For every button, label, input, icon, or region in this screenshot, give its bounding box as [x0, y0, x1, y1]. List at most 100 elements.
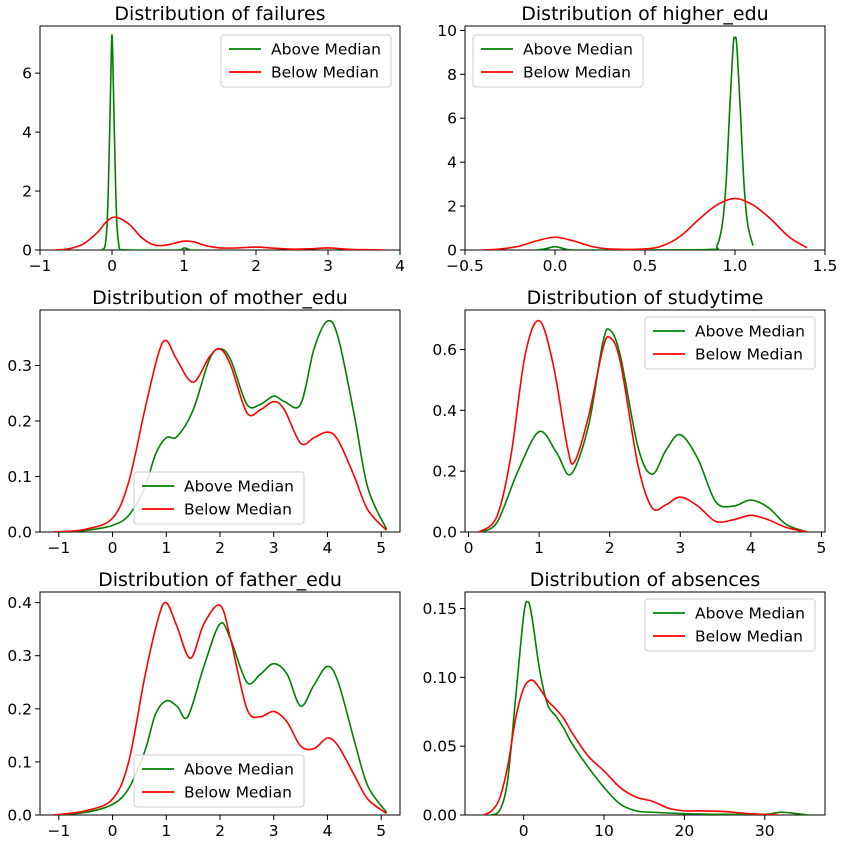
x-tick-label: 30: [755, 822, 775, 840]
chart-panel-4: Distribution of studytime 0 1 2 3 4 5 0.0 0.2 0.4…: [432, 287, 826, 557]
x-tick-label: 0.5: [633, 257, 658, 275]
legend-label: Above Median: [184, 478, 294, 496]
legend-label: Below Median: [695, 346, 803, 364]
y-tick-label: 0.3: [7, 357, 32, 375]
legend-label: Below Median: [184, 784, 292, 802]
chart-title: Distribution of mother_edu: [92, 287, 348, 309]
chart-panel-1: Distribution of failures−1 0 1 2 3 40246Above…: [22, 3, 405, 275]
chart-panel-5: Distribution of father_edu −1 0 1 2 3 4 5 0.0 0.1…: [7, 569, 401, 840]
x-tick-label: 1: [179, 257, 189, 275]
x-tick-label: 5: [817, 539, 827, 557]
y-tick-label: 0.2: [432, 463, 457, 481]
x-tick-label: 0: [108, 539, 118, 557]
y-tick-label: 0.0: [7, 524, 32, 542]
y-tick-label: 2: [22, 183, 32, 201]
legend: Above Median Below Median: [472, 34, 644, 88]
y-tick-label: 4: [22, 124, 32, 142]
y-tick-label: 0.10: [422, 669, 457, 687]
legend-frame: [133, 754, 305, 808]
series-line-below-median: [483, 679, 781, 815]
series-line-below-median: [478, 319, 808, 532]
legend-label: Below Median: [695, 628, 803, 646]
x-tick-label: 2: [251, 257, 261, 275]
y-tick-label: 0: [22, 242, 32, 260]
series-line-below-median: [53, 601, 388, 815]
x-tick-label: 3: [269, 822, 279, 840]
series-line-above-median: [100, 34, 199, 250]
x-tick-label: 20: [675, 822, 695, 840]
x-tick-label: 10: [594, 822, 614, 840]
y-tick-label: 0.4: [7, 594, 32, 612]
x-tick-label: 0: [519, 822, 529, 840]
series-line-below-median: [482, 197, 808, 250]
legend-label: Above Median: [523, 41, 633, 59]
legend: Above Median Below Median: [133, 754, 305, 808]
x-tick-label: 0.0: [543, 257, 568, 275]
y-tick-label: 6: [447, 110, 457, 128]
legend-frame: [133, 471, 305, 525]
chart-title: Distribution of failures: [114, 3, 325, 25]
series-line-above-median: [491, 600, 810, 815]
x-tick-label: 0: [464, 539, 474, 557]
y-tick-label: 0.1: [7, 468, 32, 486]
chart-panel-6: Distribution of absences 0 10 20 30 0.00 0.05 0…: [422, 569, 826, 840]
plot-frame: [39, 25, 401, 251]
y-tick-label: 0.0: [7, 807, 32, 825]
plot-frame: [464, 591, 826, 816]
legend-label: Below Median: [271, 64, 379, 82]
y-tick-label: 0: [447, 242, 457, 260]
x-tick-label: −1: [47, 539, 70, 557]
y-tick-label: 0.4: [432, 402, 457, 420]
x-tick-label: 4: [323, 822, 333, 840]
y-tick-label: 0.2: [7, 700, 32, 718]
legend-label: Above Median: [271, 41, 381, 59]
legend-frame: [472, 34, 644, 88]
legend-label: Below Median: [184, 501, 292, 519]
legend-label: Above Median: [695, 605, 805, 623]
plot-frame: [464, 309, 826, 533]
x-tick-label: 3: [675, 539, 685, 557]
x-tick-label: 1: [161, 822, 171, 840]
x-tick-label: 2: [215, 822, 225, 840]
x-tick-label: 5: [376, 822, 386, 840]
series-line-below-median: [53, 339, 388, 532]
x-tick-label: 1: [161, 539, 171, 557]
y-tick-label: 6: [22, 65, 32, 83]
legend-label: Below Median: [523, 64, 631, 82]
legend: Above Median Below Median: [220, 34, 392, 88]
y-tick-label: 8: [447, 66, 457, 84]
chart-title: Distribution of higher_edu: [521, 3, 768, 25]
x-tick-label: 2: [605, 539, 615, 557]
x-tick-label: 4: [746, 539, 756, 557]
x-tick-label: −0.5: [446, 257, 484, 275]
x-tick-label: 4: [395, 257, 405, 275]
y-tick-label: 0.1: [7, 753, 32, 771]
legend-frame: [220, 34, 392, 88]
x-tick-label: 0: [108, 822, 118, 840]
x-tick-label: −1: [29, 257, 52, 275]
x-tick-label: 1.5: [813, 257, 838, 275]
chart-title: Distribution of studytime: [527, 287, 764, 309]
legend: Above Median Below Median: [133, 471, 305, 525]
chart-title: Distribution of absences: [530, 569, 761, 591]
y-tick-label: 10: [437, 22, 457, 40]
y-tick-label: 0.05: [422, 738, 457, 756]
x-tick-label: 1.0: [723, 257, 748, 275]
legend: Above Median Below Median: [644, 598, 816, 652]
y-tick-label: 2: [447, 198, 457, 216]
y-tick-label: 4: [447, 154, 457, 172]
x-tick-label: 3: [323, 257, 333, 275]
chart-panel-2: Distribution of higher_edu −0.5 0.0 0.5 1.0 1…: [437, 3, 837, 275]
chart-title: Distribution of father_edu: [98, 569, 342, 591]
chart-panel-3: Distribution of mother_edu −1 0 1 2 3 4 5 0.0 0.1…: [7, 287, 401, 557]
x-tick-label: 3: [269, 539, 279, 557]
legend-label: Above Median: [695, 323, 805, 341]
y-tick-label: 0.2: [7, 413, 32, 431]
x-tick-label: 2: [215, 539, 225, 557]
legend-frame: [644, 316, 816, 370]
x-tick-label: 0: [107, 257, 117, 275]
x-tick-label: 4: [323, 539, 333, 557]
series-line-above-median: [478, 328, 808, 532]
y-tick-label: 0.3: [7, 647, 32, 665]
